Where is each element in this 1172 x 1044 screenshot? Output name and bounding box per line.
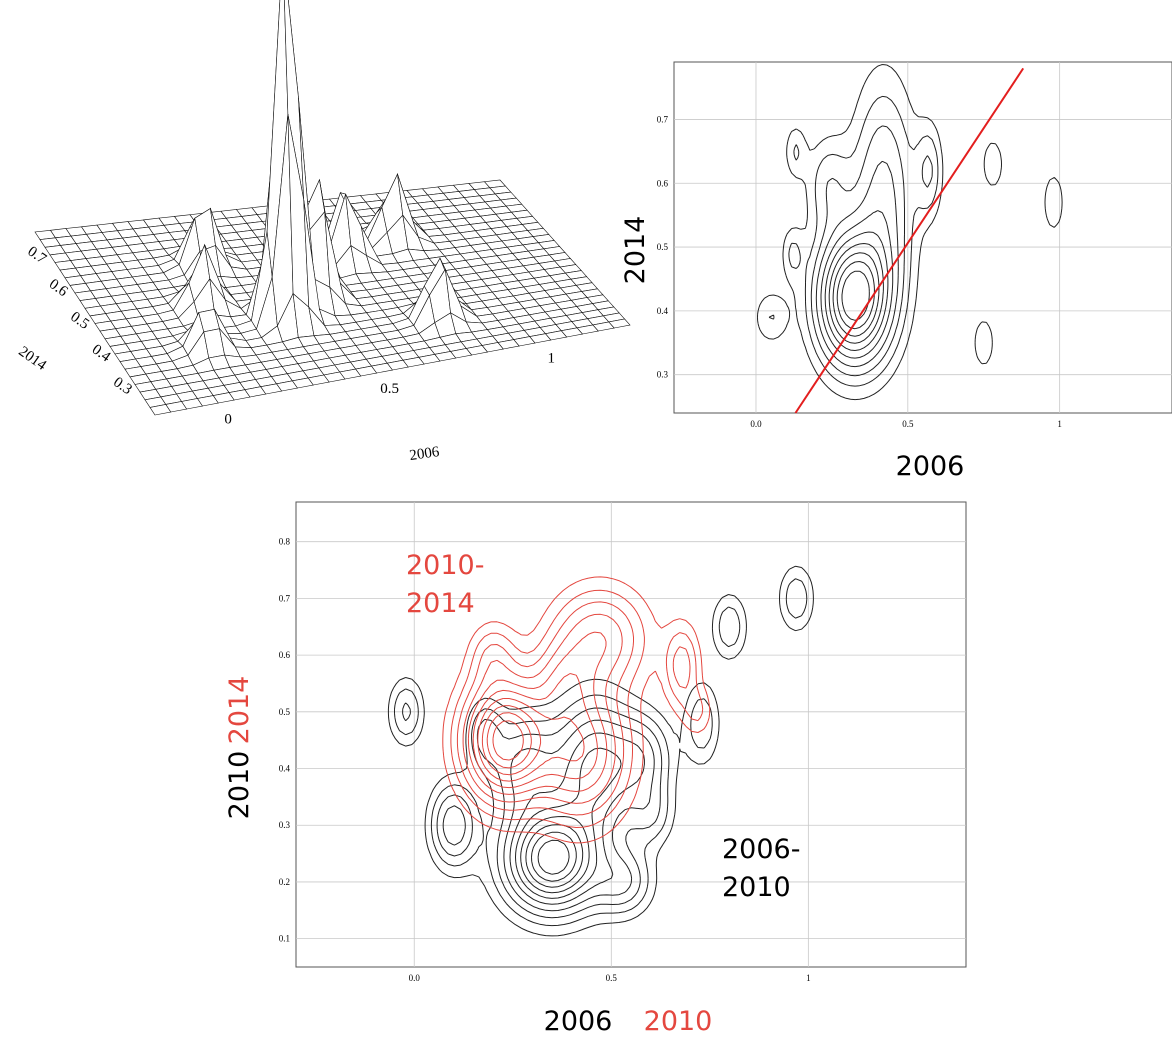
contour-line — [387, 565, 814, 937]
y-tick-label: 0.4 — [279, 764, 291, 774]
y-axis-label: 2014 — [15, 344, 49, 375]
contour-line — [402, 702, 663, 919]
contour-line — [537, 839, 570, 875]
y-tick-label: 0.4 — [657, 306, 669, 316]
contour-line — [820, 210, 894, 359]
contour-line — [492, 720, 524, 761]
contour-line — [472, 673, 598, 789]
y-tick-label: 0.8 — [279, 537, 291, 547]
y-tick-label: 0.5 — [279, 707, 291, 717]
x-axis-label: 2006 — [408, 444, 440, 464]
contour-line — [456, 601, 691, 816]
contour-line — [515, 747, 622, 899]
surface-cell — [608, 318, 631, 329]
y-tick-label: 0.6 — [279, 650, 291, 660]
contour-line — [450, 589, 704, 828]
x-tick-label: 0 — [224, 412, 232, 428]
x-tick-label: 1 — [1057, 419, 1062, 429]
series-label-line: 2010 — [722, 872, 791, 903]
y-tick-label: 0.6 — [657, 178, 669, 188]
contour-line — [768, 95, 939, 387]
contour-line — [520, 816, 590, 894]
surface-mesh — [34, 0, 631, 416]
x-axis-label: 2006 — [544, 1006, 613, 1037]
contour-line — [467, 631, 608, 795]
regression-line — [794, 67, 1025, 414]
y-tick-label: 0.3 — [279, 820, 291, 830]
contour-line — [486, 712, 532, 769]
x-axis-label: 2006 — [896, 451, 965, 482]
contour-series-0 — [387, 565, 814, 937]
plot-frame — [295, 501, 967, 968]
contour-panel: 0.0 0.5 1 0.3 0.4 0.5 0.6 0.7 2006 2014 — [610, 50, 1172, 490]
x-tick-label: 0.5 — [606, 973, 618, 983]
y-tick-label: 0.7 — [657, 114, 669, 124]
contour-line — [824, 231, 889, 351]
y-tick-label: 0.1 — [279, 934, 290, 944]
y-tick-label: 0.5 — [657, 242, 669, 252]
y-axis-label-secondary: 2014 — [224, 676, 255, 745]
y-axis-label: 2014 — [620, 216, 651, 285]
x-tick-label: 0.5 — [902, 419, 914, 429]
y-axis-label: 2010 — [224, 751, 255, 820]
contour-line — [836, 261, 875, 330]
contour-line — [462, 613, 623, 804]
contour-line — [509, 732, 645, 905]
contour-line — [481, 705, 542, 776]
overlay-contour-panel: 0.0 0.5 1 0.1 0.2 0.3 0.4 0.5 0.6 0.7 0.8 2006- 2010… — [220, 490, 1172, 1039]
series-label-line: 2006- — [722, 834, 800, 865]
contour-line — [841, 270, 870, 321]
overlay-contour-chart: 0.0 0.5 1 0.1 0.2 0.3 0.4 0.5 0.6 0.7 0.8 2006- 2010… — [224, 501, 967, 1037]
contour-line — [828, 243, 884, 344]
contour-line — [525, 824, 584, 888]
contour-line — [442, 576, 711, 844]
y-tick-label: 0.7 — [279, 593, 291, 603]
y-tick-label: 0.2 — [279, 877, 290, 887]
contour-series-1 — [442, 576, 711, 844]
x-tick-label: 0.5 — [380, 381, 399, 397]
surface-3d-panel: 0 0.5 1 0.7 0.6 0.5 0.4 0.3 2006 2014 — [0, 0, 640, 470]
contour-line — [815, 160, 899, 368]
contour-chart: 0.0 0.5 1 0.3 0.4 0.5 0.6 0.7 2006 2014 — [620, 61, 1172, 482]
x-tick-label: 1 — [806, 973, 811, 983]
y-tick-label: 0.3 — [657, 370, 669, 380]
x-axis-label-secondary: 2010 — [644, 1006, 713, 1037]
series-label-line: 2010- — [406, 550, 484, 581]
x-tick-label: 1 — [547, 350, 555, 366]
x-tick-label: 0.0 — [750, 419, 762, 429]
contour-line — [477, 698, 585, 782]
x-tick-label: 0.0 — [409, 973, 421, 983]
contour-line — [757, 64, 1063, 401]
series-label-line: 2014 — [406, 588, 475, 619]
contour-line — [394, 578, 808, 927]
